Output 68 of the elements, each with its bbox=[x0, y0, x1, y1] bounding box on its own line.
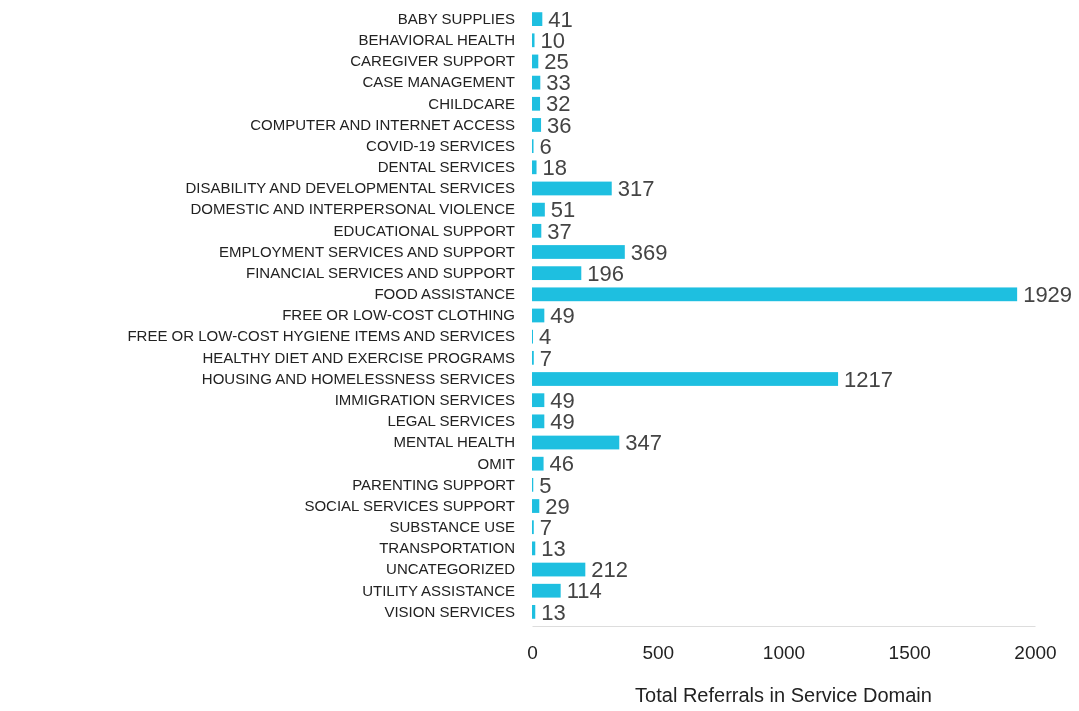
y-tick-label: EMPLOYMENT SERVICES AND SUPPORT bbox=[219, 242, 515, 260]
bar bbox=[532, 75, 541, 90]
y-tick-label: FINANCIAL SERVICES AND SUPPORT bbox=[246, 263, 515, 281]
bar bbox=[532, 562, 586, 577]
bar bbox=[532, 287, 1018, 302]
y-tick-label: SOCIAL SERVICES SUPPORT bbox=[304, 496, 515, 514]
y-tick-label: OMIT bbox=[477, 454, 515, 472]
y-tick-label: TRANSPORTATION bbox=[379, 539, 515, 557]
bar bbox=[532, 96, 541, 111]
y-tick-label: HOUSING AND HOMELESSNESS SERVICES bbox=[201, 369, 515, 387]
y-tick-label: LEGAL SERVICES bbox=[387, 412, 515, 430]
data-label: 1217 bbox=[844, 366, 894, 392]
bar bbox=[532, 223, 542, 238]
y-tick-label: CHILDCARE bbox=[428, 94, 515, 112]
bar bbox=[532, 541, 536, 556]
bar bbox=[532, 202, 545, 217]
y-tick-label: EDUCATIONAL SUPPORT bbox=[333, 221, 515, 239]
data-label: 49 bbox=[550, 303, 575, 329]
x-axis-title: Total Referrals in Service Domain bbox=[635, 684, 932, 706]
bar bbox=[532, 499, 540, 513]
data-label: 369 bbox=[630, 239, 668, 265]
bar bbox=[532, 605, 536, 619]
bar bbox=[532, 393, 545, 408]
x-tick-label: 1500 bbox=[888, 642, 931, 664]
bar bbox=[532, 583, 561, 598]
bar bbox=[532, 181, 612, 196]
data-label: 196 bbox=[587, 260, 625, 286]
y-tick-label: PARENTING SUPPORT bbox=[352, 475, 515, 493]
data-label: 46 bbox=[549, 451, 575, 477]
y-tick-label: COMPUTER AND INTERNET ACCESS bbox=[250, 115, 515, 133]
y-tick-label: CAREGIVER SUPPORT bbox=[350, 52, 515, 70]
y-tick-label: FREE OR LOW-COST CLOTHING bbox=[282, 306, 515, 324]
data-label: 1929 bbox=[1023, 282, 1073, 308]
y-tick-label: FOOD ASSISTANCE bbox=[374, 285, 515, 303]
data-label: 317 bbox=[617, 176, 655, 202]
y-tick-label: DENTAL SERVICES bbox=[377, 158, 515, 176]
y-tick-label: SUBSTANCE USE bbox=[389, 518, 515, 535]
bar bbox=[532, 266, 582, 281]
y-tick-label: DISABILITY AND DEVELOPMENTAL SERVICES bbox=[185, 179, 515, 197]
bar bbox=[532, 456, 544, 471]
y-tick-label: MENTAL HEALTH bbox=[393, 433, 515, 451]
bar bbox=[532, 33, 535, 48]
bar bbox=[532, 435, 620, 450]
x-tick-label: 1000 bbox=[762, 642, 806, 664]
y-tick-label: BABY SUPPLIES bbox=[397, 9, 515, 27]
y-tick-label: BEHAVIORAL HEALTH bbox=[358, 31, 515, 49]
bar bbox=[532, 160, 537, 175]
data-label: 347 bbox=[625, 430, 662, 456]
data-label: 13 bbox=[541, 599, 566, 625]
y-tick-label: UTILITY ASSISTANCE bbox=[362, 581, 515, 599]
y-tick-label: UNCATEGORIZED bbox=[386, 560, 516, 578]
bar bbox=[532, 118, 542, 132]
x-tick-label: 0 bbox=[527, 642, 538, 664]
bar bbox=[532, 12, 543, 26]
y-tick-label: COVID-19 SERVICES bbox=[366, 136, 515, 154]
bar bbox=[532, 372, 839, 386]
y-tick-label: DOMESTIC AND INTERPERSONAL VIOLENCE bbox=[190, 200, 515, 218]
bar bbox=[532, 414, 545, 429]
y-tick-label: FREE OR LOW-COST HYGIENE ITEMS AND SERVICES bbox=[127, 327, 515, 345]
bar bbox=[532, 308, 545, 323]
bar bbox=[532, 245, 625, 259]
y-tick-label: IMMIGRATION SERVICES bbox=[334, 390, 515, 408]
y-tick-label: VISION SERVICES bbox=[384, 602, 515, 620]
y-tick-label: HEALTHY DIET AND EXERCISE PROGRAMS bbox=[202, 348, 515, 366]
y-tick-label: CASE MANAGEMENT bbox=[362, 73, 515, 91]
x-tick-label: 2000 bbox=[1014, 642, 1057, 664]
bar bbox=[532, 54, 539, 69]
x-tick-label: 500 bbox=[642, 642, 675, 664]
